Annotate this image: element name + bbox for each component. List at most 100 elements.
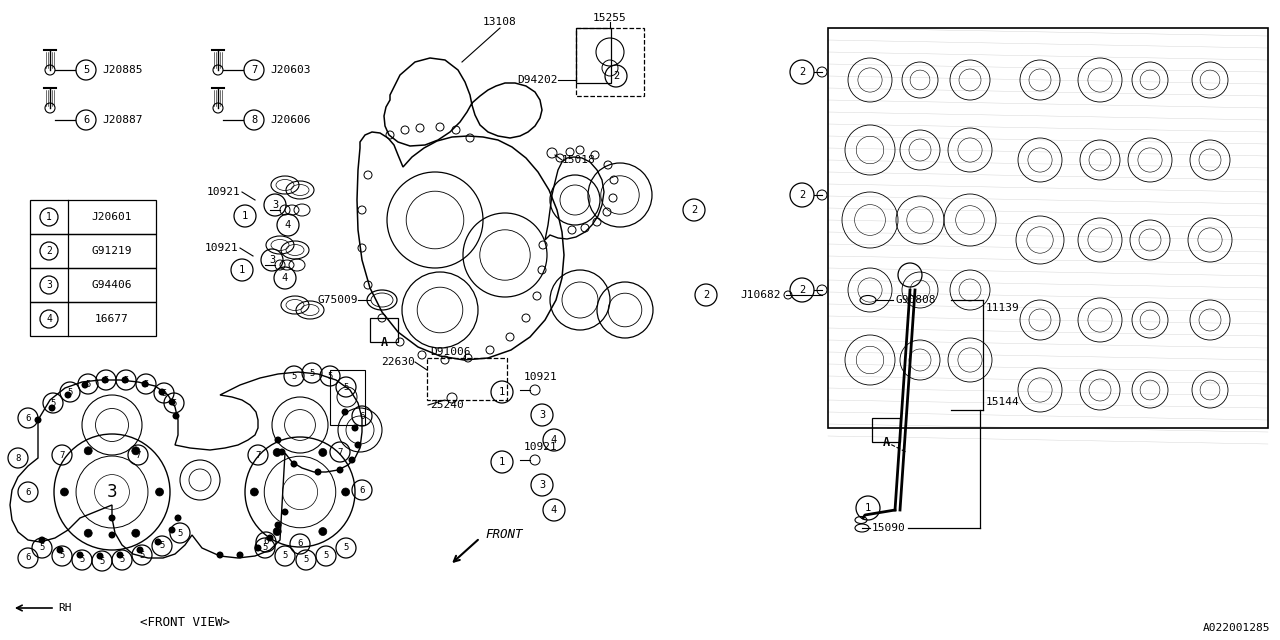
Circle shape <box>56 547 64 554</box>
Text: 15255: 15255 <box>593 13 627 23</box>
Circle shape <box>255 545 261 552</box>
Text: 5: 5 <box>303 556 308 564</box>
Bar <box>576 28 611 83</box>
Text: 25240: 25240 <box>430 400 463 410</box>
Text: 7: 7 <box>136 451 141 460</box>
Text: 2: 2 <box>613 71 620 81</box>
Text: <FRONT VIEW>: <FRONT VIEW> <box>140 616 230 628</box>
Circle shape <box>137 547 143 554</box>
Circle shape <box>274 436 282 444</box>
Text: 2: 2 <box>691 205 698 215</box>
Text: 1: 1 <box>499 387 506 397</box>
Circle shape <box>49 404 55 412</box>
Circle shape <box>315 468 321 476</box>
Text: 4: 4 <box>285 220 291 230</box>
Text: D94202: D94202 <box>517 75 558 85</box>
Text: 1: 1 <box>46 212 52 222</box>
Text: 7: 7 <box>338 447 343 456</box>
Bar <box>576 28 644 96</box>
Text: 1: 1 <box>499 457 506 467</box>
Text: 5: 5 <box>104 376 109 385</box>
Circle shape <box>173 413 179 419</box>
Text: 5: 5 <box>123 376 129 385</box>
Text: 4: 4 <box>550 435 557 445</box>
Circle shape <box>355 442 361 449</box>
Circle shape <box>82 381 88 388</box>
Circle shape <box>35 417 41 424</box>
Text: 8: 8 <box>251 115 257 125</box>
Circle shape <box>266 534 274 541</box>
Text: 5: 5 <box>310 369 315 378</box>
Circle shape <box>251 488 259 496</box>
Text: 5: 5 <box>143 380 148 388</box>
Text: 22630: 22630 <box>381 357 415 367</box>
Circle shape <box>159 388 165 396</box>
Circle shape <box>64 392 72 399</box>
Text: 5: 5 <box>100 557 105 566</box>
Text: 16677: 16677 <box>95 314 129 324</box>
Circle shape <box>273 527 282 536</box>
Circle shape <box>273 449 282 456</box>
Text: 6: 6 <box>83 115 90 125</box>
Text: 6: 6 <box>264 538 269 547</box>
Text: 2: 2 <box>799 285 805 295</box>
Circle shape <box>101 376 109 383</box>
Text: 5: 5 <box>68 387 73 397</box>
Circle shape <box>38 536 46 543</box>
Text: 5: 5 <box>159 541 165 550</box>
Text: 6: 6 <box>360 412 365 420</box>
Text: 1: 1 <box>865 503 872 513</box>
Text: 5: 5 <box>119 556 124 564</box>
Circle shape <box>109 515 115 522</box>
Text: 7: 7 <box>255 451 261 460</box>
Text: 3: 3 <box>271 200 278 210</box>
Text: 5: 5 <box>172 399 177 408</box>
Text: 11139: 11139 <box>986 303 1020 313</box>
Bar <box>428 358 507 400</box>
Text: J20885: J20885 <box>102 65 142 75</box>
Circle shape <box>169 399 175 406</box>
Text: 5: 5 <box>83 65 90 75</box>
Text: 5: 5 <box>292 371 297 381</box>
Circle shape <box>84 529 92 537</box>
Text: 8: 8 <box>15 454 20 463</box>
Circle shape <box>84 447 92 455</box>
Text: 2: 2 <box>799 67 805 77</box>
Bar <box>29 268 156 302</box>
Circle shape <box>116 552 123 559</box>
Text: 7: 7 <box>251 65 257 75</box>
Text: G90808: G90808 <box>895 295 936 305</box>
Circle shape <box>337 467 343 474</box>
Text: 5: 5 <box>324 552 329 561</box>
Text: J10682: J10682 <box>740 290 781 300</box>
Text: 5: 5 <box>50 399 56 408</box>
Text: 3: 3 <box>46 280 52 290</box>
Text: 1: 1 <box>239 265 246 275</box>
Text: 15018: 15018 <box>562 155 595 165</box>
Circle shape <box>96 552 104 559</box>
Text: 4: 4 <box>282 273 288 283</box>
Bar <box>29 234 156 268</box>
Text: G75009: G75009 <box>317 295 358 305</box>
Bar <box>828 28 1268 428</box>
Text: J20606: J20606 <box>270 115 311 125</box>
Text: 7: 7 <box>59 451 65 460</box>
Circle shape <box>237 552 243 559</box>
Circle shape <box>122 376 128 383</box>
Circle shape <box>142 381 148 387</box>
Text: 10921: 10921 <box>524 372 558 382</box>
Text: A: A <box>380 335 388 349</box>
Text: 5: 5 <box>328 371 333 381</box>
Text: 6: 6 <box>26 413 31 422</box>
Text: J20887: J20887 <box>102 115 142 125</box>
Text: 6: 6 <box>360 486 365 495</box>
Text: 5: 5 <box>262 543 268 552</box>
Circle shape <box>174 515 182 522</box>
Text: J20603: J20603 <box>270 65 311 75</box>
Text: 10921: 10921 <box>206 187 241 197</box>
Text: 4: 4 <box>46 314 52 324</box>
Circle shape <box>342 488 349 496</box>
Text: 10921: 10921 <box>205 243 238 253</box>
Text: 6: 6 <box>26 554 31 563</box>
Circle shape <box>352 424 358 431</box>
